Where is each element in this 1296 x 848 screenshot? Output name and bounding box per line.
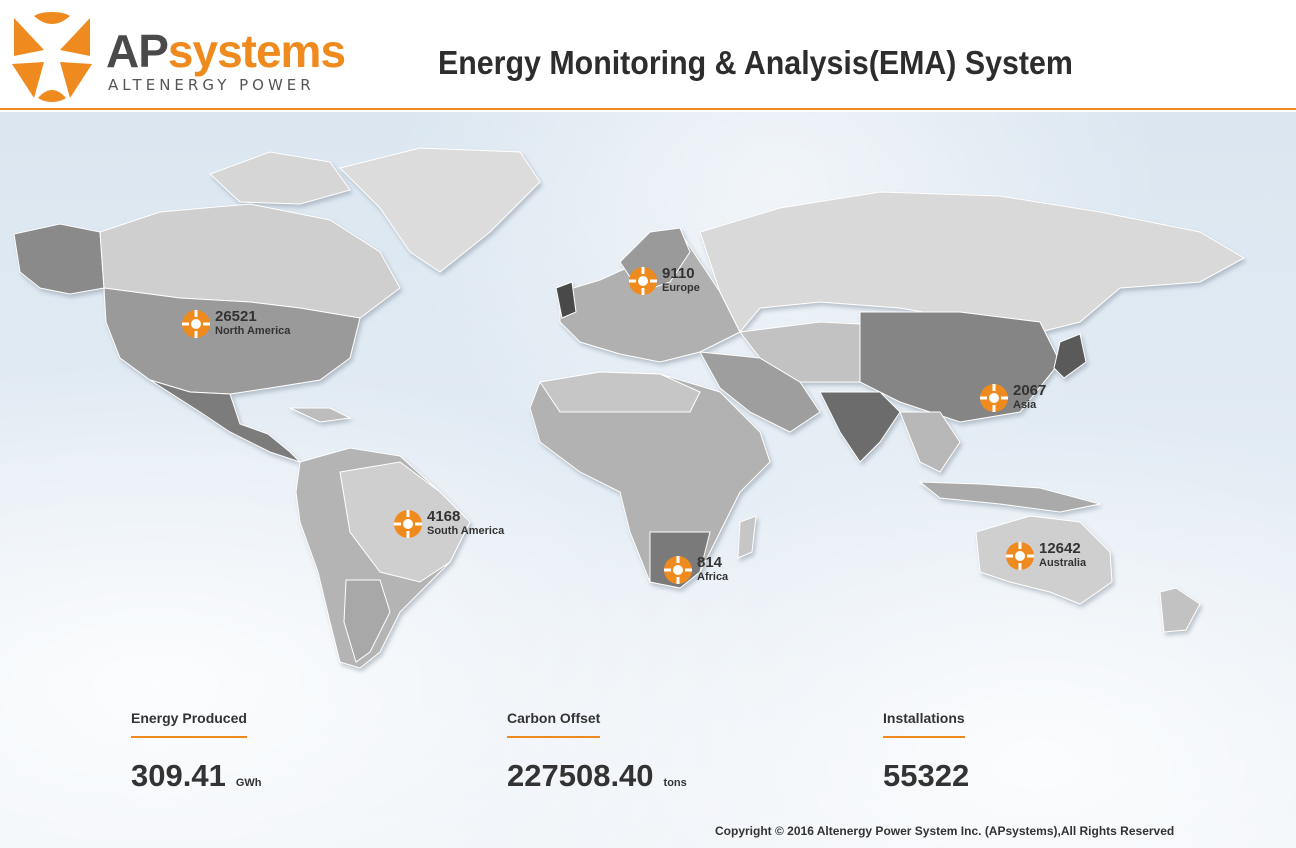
- map-greenland: [339, 147, 541, 273]
- marker-count: 814: [697, 554, 723, 571]
- stat-label: Carbon Offset: [507, 710, 601, 738]
- marker-count: 4168: [427, 508, 461, 525]
- marker-north-america[interactable]: 26521 North America: [181, 309, 321, 349]
- map-uk: [555, 281, 577, 319]
- map-madagascar: [737, 515, 757, 559]
- stat-label: Installations: [883, 710, 965, 738]
- marker-europe[interactable]: 9110 Europe: [628, 266, 768, 306]
- map-australia: [975, 515, 1113, 605]
- marker-region: Europe: [662, 282, 700, 294]
- page-title: Energy Monitoring & Analysis(EMA) System: [438, 44, 1073, 81]
- copyright-text: Copyright © 2016 Altenergy Power System …: [715, 824, 1175, 838]
- logo-ap-text: AP: [106, 25, 169, 77]
- marker-region: South America: [427, 525, 505, 537]
- apsystems-logo-icon: [12, 12, 92, 102]
- stat-installations: Installations 55322: [883, 710, 969, 794]
- marker-asia[interactable]: 2067 Asia: [979, 383, 1119, 423]
- page-header: APsystems ALTENERGY POWER Energy Monitor…: [0, 0, 1296, 110]
- world-map-panel: 26521 North America 9110 Europe 2067 Asi…: [0, 112, 1296, 848]
- apsystems-logo-icon[interactable]: [979, 383, 1009, 413]
- apsystems-logo-icon[interactable]: [181, 309, 211, 339]
- logo-systems-text: systems: [167, 25, 346, 77]
- map-indonesia: [918, 481, 1101, 513]
- apsystems-logo-icon[interactable]: [628, 266, 658, 296]
- map-se-asia: [899, 411, 961, 473]
- marker-region: North America: [215, 325, 291, 337]
- map-india: [819, 391, 901, 463]
- stat-label: Energy Produced: [131, 710, 247, 738]
- stat-value: 309.41: [131, 758, 226, 793]
- stat-energy-produced: Energy Produced 309.41 GWh: [131, 710, 262, 794]
- marker-region: Africa: [697, 571, 729, 583]
- logo-subtitle: ALTENERGY POWER: [108, 76, 315, 94]
- logo-wordmark: APsystems: [106, 25, 346, 77]
- marker-australia[interactable]: 12642 Australia: [1005, 541, 1145, 581]
- stat-unit: tons: [663, 777, 687, 789]
- marker-count: 9110: [662, 265, 695, 282]
- apsystems-logo-icon[interactable]: [1005, 541, 1035, 571]
- marker-region: Asia: [1013, 399, 1037, 411]
- map-mexico: [149, 379, 301, 463]
- map-canada-islands: [209, 151, 351, 205]
- stat-value: 227508.40: [507, 758, 654, 793]
- map-japan: [1053, 333, 1087, 379]
- apsystems-logo-icon[interactable]: [663, 555, 693, 585]
- map-china: [859, 311, 1061, 423]
- marker-africa[interactable]: 814 Africa: [663, 555, 803, 595]
- map-russia: [699, 191, 1246, 333]
- apsystems-logo-icon[interactable]: [393, 509, 423, 539]
- marker-count: 26521: [215, 308, 257, 325]
- stat-carbon-offset: Carbon Offset 227508.40 tons: [507, 710, 687, 794]
- map-usa: [103, 287, 361, 395]
- marker-count: 2067: [1013, 382, 1047, 399]
- marker-region: Australia: [1039, 557, 1087, 569]
- map-argentina: [343, 579, 391, 663]
- stat-value: 55322: [883, 758, 970, 793]
- map-caribbean: [289, 407, 352, 423]
- map-alaska: [13, 223, 105, 295]
- marker-count: 12642: [1039, 540, 1081, 557]
- marker-south-america[interactable]: 4168 South America: [393, 509, 533, 549]
- map-new-zealand: [1159, 587, 1201, 633]
- map-north-africa: [539, 371, 701, 413]
- world-map: [13, 147, 1246, 669]
- stat-unit: GWh: [235, 777, 262, 789]
- apsystems-logo[interactable]: APsystems ALTENERGY POWER: [4, 10, 374, 102]
